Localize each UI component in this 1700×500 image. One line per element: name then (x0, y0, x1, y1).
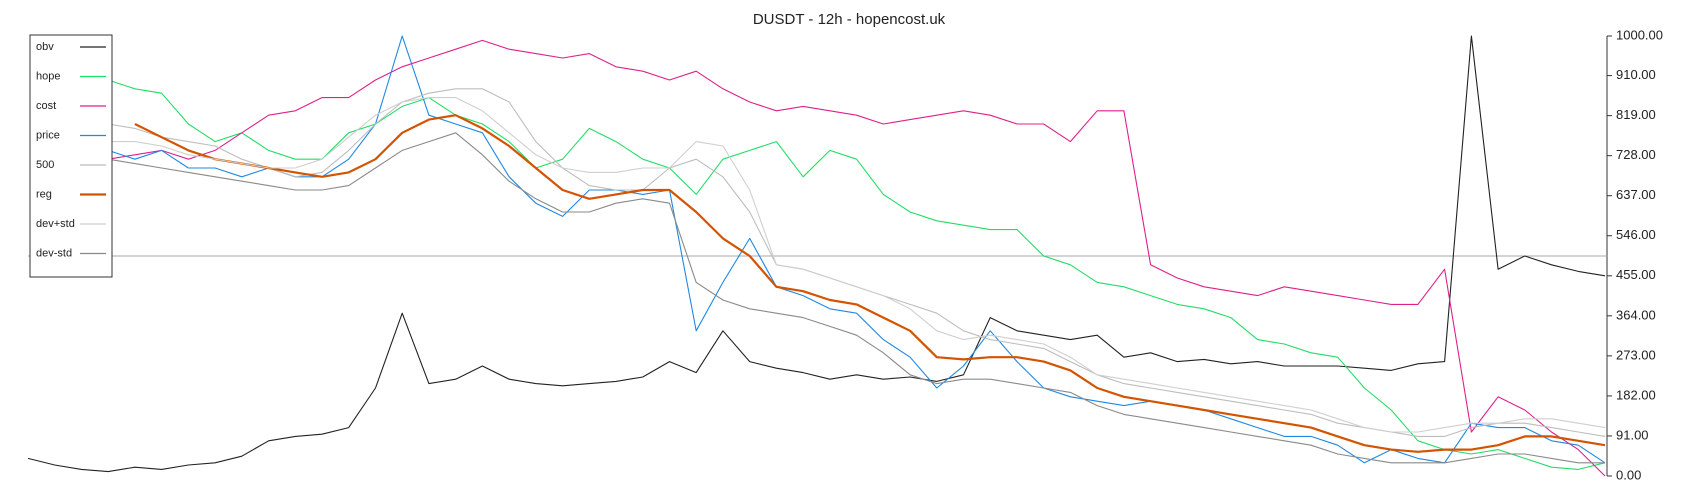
y-tick-label: 364.00 (1616, 307, 1656, 322)
series-line (108, 79, 1606, 470)
y-tick-label: 0.00 (1616, 467, 1641, 482)
series-line (134, 114, 1606, 453)
y-tick-label: 91.00 (1616, 427, 1649, 442)
series-line (108, 97, 1606, 433)
legend-label: hope (36, 70, 60, 82)
chart-title: DUSDT - 12h - hopencost.uk (753, 11, 946, 28)
y-tick-label: 273.00 (1616, 347, 1656, 362)
legend-label: dev+std (36, 218, 75, 230)
series-line (108, 39, 1606, 477)
legend-label: price (36, 129, 60, 141)
legend-label: dev-std (36, 247, 72, 259)
y-tick-label: 819.00 (1616, 107, 1656, 122)
series-line (108, 35, 1606, 464)
y-tick-label: 1000.00 (1616, 27, 1663, 42)
legend-box (29, 34, 113, 278)
series-line (108, 88, 1606, 437)
legend-label: reg (36, 188, 52, 200)
y-tick-label: 455.00 (1616, 267, 1656, 282)
legend-label: 500 (36, 159, 54, 171)
legend-label: cost (36, 100, 56, 112)
y-tick-label: 728.00 (1616, 147, 1656, 162)
y-tick-label: 182.00 (1616, 387, 1656, 402)
y-tick-label: 546.00 (1616, 227, 1656, 242)
series-line (108, 132, 1605, 464)
y-tick-label: 910.00 (1616, 67, 1656, 82)
series-line (27, 35, 1606, 473)
y-tick-label: 637.00 (1616, 187, 1656, 202)
legend-label: obv (36, 41, 54, 53)
